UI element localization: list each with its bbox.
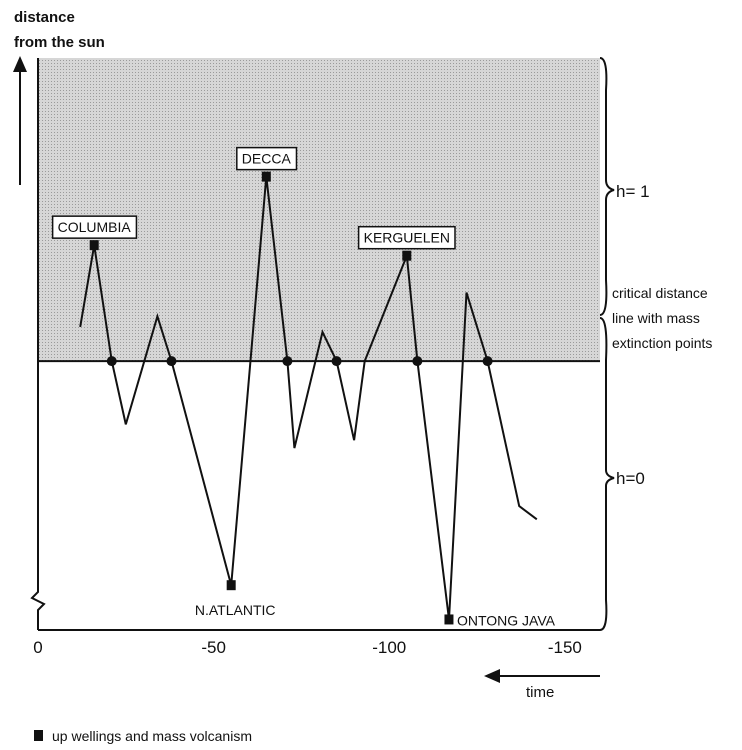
x-tick-label: -150 <box>548 638 582 657</box>
extinction-point <box>106 356 117 367</box>
critical-line-label-1: critical distance <box>612 285 708 301</box>
volcanism-marker <box>402 250 412 261</box>
shaded-region-h1 <box>38 58 600 362</box>
extinction-point <box>166 356 177 367</box>
y-axis-line <box>30 58 46 630</box>
volcanism-marker <box>226 580 236 591</box>
region-label-h0: h=0 <box>616 469 645 488</box>
y-axis-label-line2: from the sun <box>14 34 105 51</box>
critical-line-label-2: line with mass <box>612 310 700 326</box>
volcanism-label-box <box>236 146 298 171</box>
brace-h0 <box>599 317 615 631</box>
series-line <box>79 176 538 620</box>
region-label-h1: h= 1 <box>616 182 650 201</box>
volcanism-marker <box>89 240 99 251</box>
extinction-point <box>482 356 493 367</box>
volcanism-label: ONTONG JAVA <box>457 612 556 628</box>
volcanism-label: COLUMBIA <box>58 219 132 235</box>
volcanism-label: N.ATLANTIC <box>195 602 276 618</box>
x-tick-label: -100 <box>372 638 406 657</box>
time-arrow-head <box>484 669 500 683</box>
critical-line-label-3: extinction points <box>612 335 712 351</box>
volcanism-events: COLUMBIA N.ATLANTIC DECCA KERGUELEN ONTONG J… <box>51 146 556 628</box>
brace-h1 <box>599 57 615 316</box>
x-axis-label: time <box>526 684 554 701</box>
x-tick-labels: 0 -50 -100 -150 <box>33 638 582 657</box>
y-axis-arrow-head <box>13 56 27 72</box>
y-axis-label-line1: distance <box>14 9 75 26</box>
volcanism-marker <box>261 171 271 182</box>
x-tick-label: -50 <box>201 638 226 657</box>
volcanism-label-box <box>357 225 456 250</box>
volcanism-marker <box>444 614 454 625</box>
volcanism-label: DECCA <box>242 151 292 167</box>
legend-label: up wellings and mass volcanism <box>52 728 252 744</box>
volcanism-label-box <box>51 215 138 239</box>
legend-marker-icon <box>34 730 43 741</box>
x-tick-label: 0 <box>33 638 42 657</box>
extinction-points <box>106 356 493 367</box>
extinction-point <box>331 356 342 367</box>
volcanism-label: KERGUELEN <box>364 230 450 246</box>
extinction-point <box>412 356 423 367</box>
extinction-point <box>282 356 293 367</box>
